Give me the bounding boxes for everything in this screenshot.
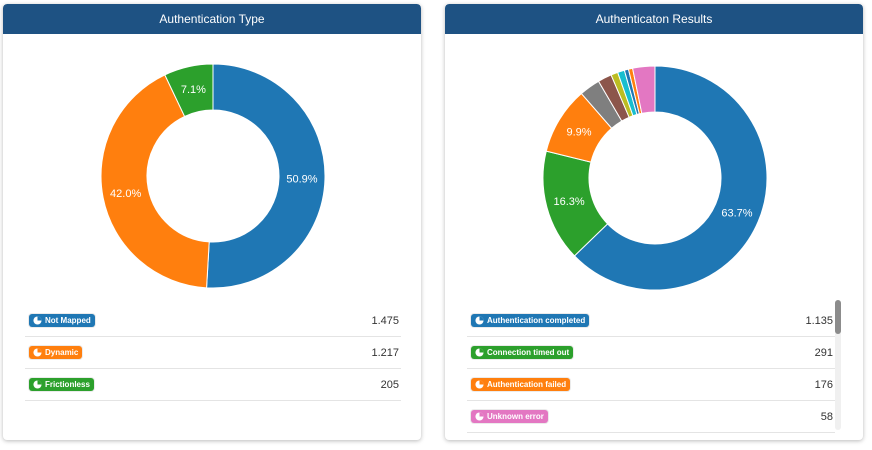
pie-chart-icon <box>475 348 484 357</box>
legend-value: 205 <box>380 378 399 391</box>
legend-label: Authentication failed <box>487 380 567 389</box>
legend-list: Not Mapped 1.475 Dynamic 1.217 Frictionl… <box>25 305 401 401</box>
donut-chart-svg: 50.9% 42.0% 7.1% <box>100 63 326 289</box>
authentication-type-panel: Authentication Type 50.9% 42.0% 7.1% Not M… <box>3 4 421 440</box>
slice-percent-label: 42.0% <box>110 188 141 200</box>
slice-percent-label: 63.7% <box>721 208 752 220</box>
legend-row: Unknown error 58 <box>467 401 835 433</box>
legend-label: Authentication completed <box>487 316 586 325</box>
legend-value: 1.217 <box>371 346 399 359</box>
pie-chart-icon <box>33 348 42 357</box>
legend-value: 1.475 <box>371 314 399 327</box>
donut-chart-svg: 63.7% 16.3% 9.9% <box>542 65 768 291</box>
legend-value: 58 <box>820 410 833 423</box>
legend-value: 176 <box>814 378 833 391</box>
legend-pill[interactable]: Not Mapped <box>29 314 95 327</box>
legend-pill[interactable]: Connection timed out <box>471 346 574 359</box>
panel-title: Authenticaton Results <box>445 4 863 34</box>
legend-value: 1.135 <box>805 314 833 327</box>
legend-label: Frictionless <box>45 380 90 389</box>
legend-pill[interactable]: Authentication completed <box>471 314 590 327</box>
legend-pill[interactable]: Dynamic <box>29 346 83 359</box>
legend-pill[interactable]: Frictionless <box>29 378 94 391</box>
pie-chart-icon <box>33 380 42 389</box>
panel-title: Authentication Type <box>3 4 421 34</box>
legend-row: Connection timed out 291 <box>467 337 835 369</box>
slice-percent-label: 7.1% <box>181 84 206 96</box>
authentication-type-chart: 50.9% 42.0% 7.1% <box>3 34 421 304</box>
pie-chart-icon <box>475 380 484 389</box>
legend-row: Authentication completed 1.135 <box>467 305 835 337</box>
donut-slice[interactable] <box>164 63 214 118</box>
donut-slice[interactable] <box>573 65 768 291</box>
legend-row: Not Mapped 1.475 <box>25 305 401 337</box>
pie-chart-icon <box>33 316 42 325</box>
slice-percent-label: 50.9% <box>286 174 317 186</box>
legend-scrollbar[interactable] <box>835 300 841 430</box>
donut-slice[interactable] <box>100 74 210 289</box>
slice-percent-label: 16.3% <box>553 196 584 208</box>
authentication-results-panel: Authenticaton Results 63.7% 16.3% 9.9% Aut… <box>445 4 863 440</box>
legend-pill[interactable]: Authentication failed <box>471 378 571 391</box>
legend-row: Authentication failed 176 <box>467 369 835 401</box>
pie-chart-icon <box>475 412 484 421</box>
donut-slice[interactable] <box>631 65 656 114</box>
legend-value: 291 <box>814 346 833 359</box>
scrollbar-thumb[interactable] <box>835 300 841 334</box>
legend-label: Connection timed out <box>487 348 570 357</box>
authentication-results-chart: 63.7% 16.3% 9.9% <box>445 34 863 304</box>
donut-slice[interactable] <box>206 63 326 289</box>
legend-row: Frictionless 205 <box>25 369 401 401</box>
legend-list: Authentication completed 1.135 Connectio… <box>467 305 835 433</box>
legend-row: Dynamic 1.217 <box>25 337 401 369</box>
legend-label: Dynamic <box>45 348 79 357</box>
pie-chart-icon <box>475 316 484 325</box>
legend-pill[interactable]: Unknown error <box>471 410 548 423</box>
legend-label: Not Mapped <box>45 316 91 325</box>
legend-label: Unknown error <box>487 412 544 421</box>
slice-percent-label: 9.9% <box>567 127 592 139</box>
